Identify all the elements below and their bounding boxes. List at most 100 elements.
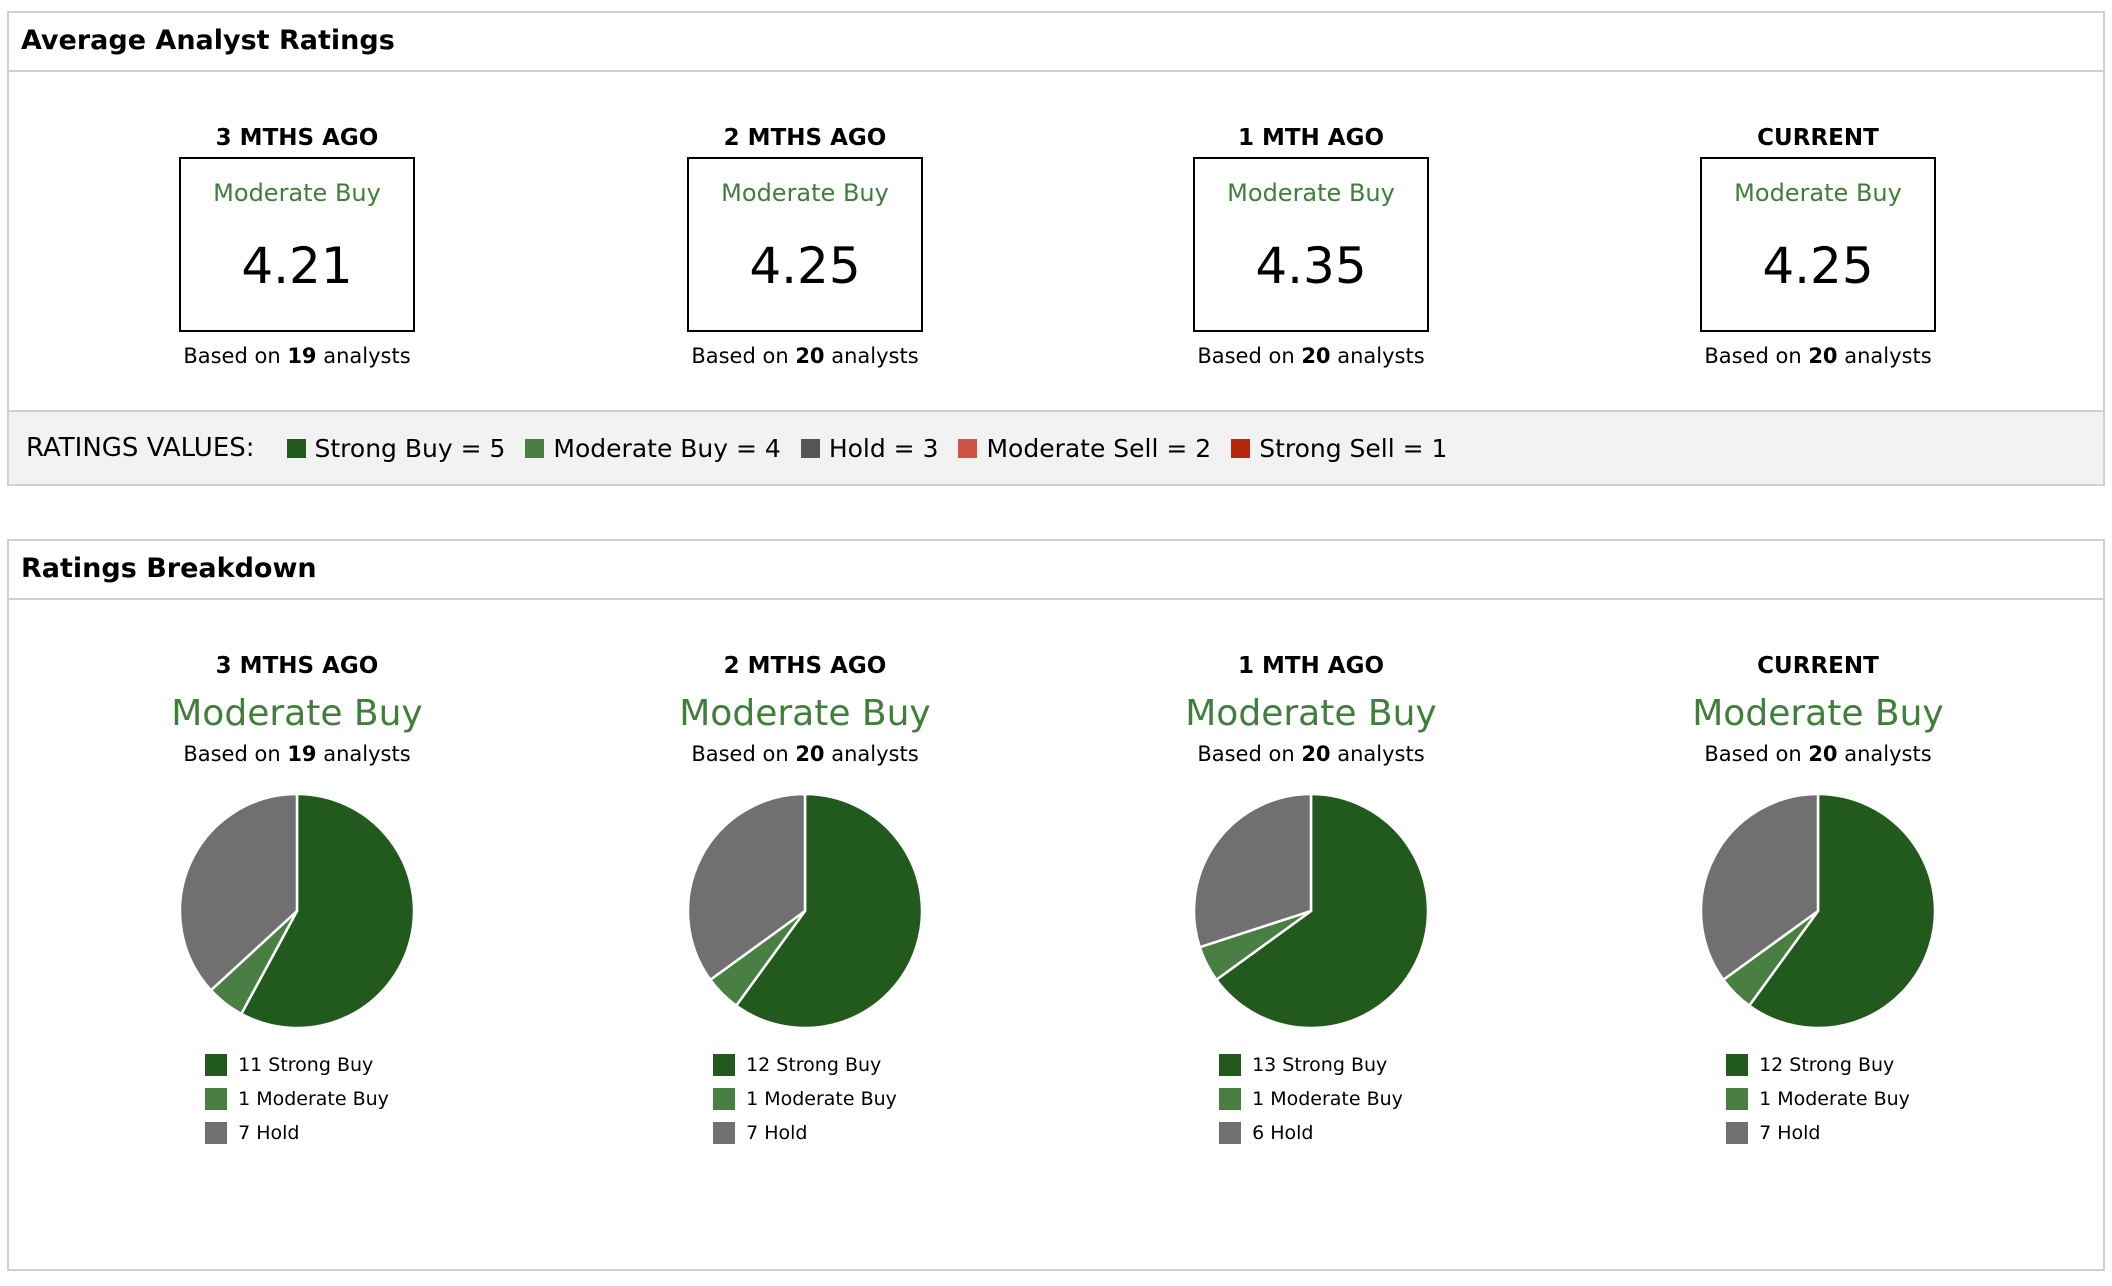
analyst-count: 20 bbox=[795, 344, 825, 368]
based-prefix: Based on bbox=[691, 344, 796, 368]
legend-swatch bbox=[1726, 1088, 1749, 1110]
rating-period: 1 MTH AGO Moderate Buy 4.35 Based on 20 … bbox=[1061, 125, 1561, 368]
color-swatch bbox=[800, 438, 820, 458]
average-ratings-panel: Average Analyst Ratings 3 MTHS AGO Moder… bbox=[7, 11, 2105, 486]
legend-swatch bbox=[1726, 1122, 1749, 1144]
legend-swatch bbox=[1726, 1054, 1749, 1076]
rating-box: Moderate Buy 4.25 bbox=[1700, 157, 1936, 332]
rating-value-item: Hold = 3 bbox=[800, 433, 939, 463]
based-prefix: Based on bbox=[1704, 742, 1809, 766]
rating-label: Moderate Buy bbox=[721, 179, 889, 207]
legend-swatch bbox=[205, 1088, 228, 1110]
legend-label: 1 Moderate Buy bbox=[1252, 1088, 1403, 1110]
ratings-breakdown-panel: Ratings Breakdown 3 MTHS AGO Moderate Bu… bbox=[7, 539, 2105, 1271]
ratings-pie-chart bbox=[686, 792, 924, 1030]
ratings-values-title: RATINGS VALUES: bbox=[26, 433, 255, 463]
based-suffix: analysts bbox=[1837, 344, 1932, 368]
panel-title: Average Analyst Ratings bbox=[9, 13, 2103, 72]
pie-legend: 13 Strong Buy 1 Moderate Buy 6 Hold bbox=[1219, 1048, 1403, 1150]
legend-item: 1 Moderate Buy bbox=[1219, 1082, 1403, 1116]
legend-label: 1 Moderate Buy bbox=[1759, 1088, 1910, 1110]
based-suffix: analysts bbox=[1330, 344, 1425, 368]
based-prefix: Based on bbox=[691, 742, 796, 766]
based-on-text: Based on 20 analysts bbox=[555, 344, 1055, 368]
legend-item: 11 Strong Buy bbox=[205, 1048, 389, 1082]
legend-item: 12 Strong Buy bbox=[713, 1048, 897, 1082]
legend-label: 1 Moderate Buy bbox=[746, 1088, 897, 1110]
rating-label: Moderate Buy bbox=[1734, 179, 1902, 207]
legend-swatch bbox=[1219, 1054, 1242, 1076]
rating-box: Moderate Buy 4.25 bbox=[687, 157, 923, 332]
rating-value-item: Strong Sell = 1 bbox=[1231, 434, 1447, 463]
rating-label: Moderate Buy bbox=[213, 179, 381, 207]
analyst-count: 19 bbox=[287, 742, 317, 766]
period-label: CURRENT bbox=[1757, 125, 1879, 151]
color-swatch bbox=[958, 438, 978, 458]
rating-score: 4.35 bbox=[1255, 237, 1367, 295]
rating-label: Moderate Buy bbox=[679, 693, 931, 734]
ratings-values-bar: RATINGS VALUES: Strong Buy = 5 Moderate B… bbox=[9, 410, 2103, 484]
rating-value-label: Strong Buy = 5 bbox=[314, 433, 506, 463]
color-swatch bbox=[286, 438, 306, 458]
legend-item: 7 Hold bbox=[713, 1116, 897, 1150]
period-label: CURRENT bbox=[1757, 653, 1879, 679]
analyst-count: 20 bbox=[1301, 742, 1331, 766]
breakdown-period: 3 MTHS AGO Moderate Buy Based on 19 anal… bbox=[47, 653, 547, 1150]
breakdown-period: 2 MTHS AGO Moderate Buy Based on 20 anal… bbox=[555, 653, 1055, 1150]
analyst-count: 20 bbox=[1808, 344, 1838, 368]
pie-legend: 11 Strong Buy 1 Moderate Buy 7 Hold bbox=[205, 1048, 389, 1150]
pie-slice-strong-buy bbox=[734, 792, 924, 1030]
ratings-pie-chart bbox=[1192, 792, 1430, 1030]
rating-box: Moderate Buy 4.21 bbox=[179, 157, 415, 332]
pie-slice-strong-buy bbox=[1747, 792, 1937, 1030]
pie-legend: 12 Strong Buy 1 Moderate Buy 7 Hold bbox=[1726, 1048, 1910, 1150]
legend-label: 7 Hold bbox=[238, 1122, 300, 1144]
pie-legend: 12 Strong Buy 1 Moderate Buy 7 Hold bbox=[713, 1048, 897, 1150]
legend-label: 7 Hold bbox=[746, 1122, 808, 1144]
legend-swatch bbox=[713, 1054, 736, 1076]
period-label: 2 MTHS AGO bbox=[723, 125, 887, 151]
based-prefix: Based on bbox=[1197, 742, 1302, 766]
based-suffix: analysts bbox=[316, 742, 411, 766]
based-prefix: Based on bbox=[1197, 344, 1302, 368]
based-prefix: Based on bbox=[1704, 344, 1809, 368]
pie-slice-hold bbox=[1699, 792, 1820, 982]
based-suffix: analysts bbox=[824, 742, 919, 766]
rating-period: CURRENT Moderate Buy 4.25 Based on 20 an… bbox=[1568, 125, 2068, 368]
legend-label: 13 Strong Buy bbox=[1252, 1054, 1388, 1076]
legend-swatch bbox=[205, 1054, 228, 1076]
rating-value-label: Hold = 3 bbox=[828, 433, 939, 463]
pie-slice-hold bbox=[686, 792, 807, 982]
rating-box: Moderate Buy 4.35 bbox=[1193, 157, 1429, 332]
legend-label: 7 Hold bbox=[1759, 1122, 1821, 1144]
rating-value-label: Moderate Buy = 4 bbox=[553, 433, 781, 463]
rating-value-item: Moderate Sell = 2 bbox=[958, 434, 1211, 463]
breakdown-period: CURRENT Moderate Buy Based on 20 analyst… bbox=[1568, 653, 2068, 1150]
legend-swatch bbox=[713, 1122, 736, 1144]
legend-swatch bbox=[713, 1088, 736, 1110]
color-swatch bbox=[1231, 438, 1251, 458]
rating-value-item: Moderate Buy = 4 bbox=[525, 433, 781, 463]
legend-item: 7 Hold bbox=[205, 1116, 389, 1150]
based-on-text: Based on 20 analysts bbox=[1061, 742, 1561, 766]
ratings-pie-chart bbox=[1699, 792, 1937, 1030]
panel-title: Ratings Breakdown bbox=[9, 541, 2103, 600]
ratings-pie-chart bbox=[178, 792, 416, 1030]
based-on-text: Based on 19 analysts bbox=[47, 344, 547, 368]
pie-slice-strong-buy bbox=[240, 792, 416, 1030]
analyst-count: 20 bbox=[1808, 742, 1838, 766]
rating-label: Moderate Buy bbox=[1227, 179, 1395, 207]
legend-label: 1 Moderate Buy bbox=[238, 1088, 389, 1110]
based-suffix: analysts bbox=[824, 344, 919, 368]
rating-value-label: Moderate Sell = 2 bbox=[986, 433, 1212, 463]
rating-score: 4.21 bbox=[241, 237, 353, 295]
based-suffix: analysts bbox=[1837, 742, 1932, 766]
based-on-text: Based on 20 analysts bbox=[1568, 742, 2068, 766]
period-label: 3 MTHS AGO bbox=[215, 125, 379, 151]
legend-label: 12 Strong Buy bbox=[746, 1054, 882, 1076]
rating-label: Moderate Buy bbox=[1185, 693, 1437, 734]
legend-item: 1 Moderate Buy bbox=[1726, 1082, 1910, 1116]
legend-item: 7 Hold bbox=[1726, 1116, 1910, 1150]
analyst-count: 20 bbox=[1301, 344, 1331, 368]
legend-swatch bbox=[1219, 1122, 1242, 1144]
